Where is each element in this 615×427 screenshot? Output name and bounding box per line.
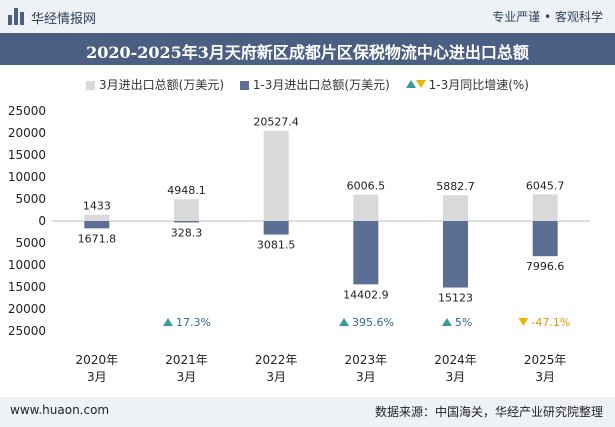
growth-up-marker	[441, 318, 452, 326]
y-tick-label: 15000	[8, 280, 46, 294]
footer-bar: www.huaon.com 数据来源：中国海关，华经产业研究院整理	[0, 397, 615, 427]
legend-item-growth: 1-3月同比增速(%)	[405, 76, 529, 93]
x-category-month: 3月	[266, 370, 286, 384]
bar-march-total	[263, 130, 289, 221]
value-label-march: 6045.7	[526, 179, 565, 192]
value-label-ytd: 7996.6	[526, 260, 565, 273]
bar-march-total	[532, 194, 558, 221]
bar-march-total	[84, 214, 110, 221]
y-tick-label: 25000	[8, 324, 46, 338]
bar-ytd-total	[84, 221, 110, 229]
legend-label-growth: 1-3月同比增速(%)	[428, 78, 529, 92]
x-category-year: 2022年	[255, 353, 298, 367]
growth-label: 395.6%	[352, 316, 394, 329]
value-label-ytd: 14402.9	[343, 288, 389, 301]
bar-ytd-total	[532, 221, 558, 257]
x-category-month: 3月	[356, 370, 376, 384]
bar-ytd-total	[353, 221, 379, 285]
bar-ytd-total	[443, 221, 468, 288]
x-category-month: 3月	[87, 370, 107, 384]
legend-label-ytd: 1-3月进出口总额(万美元)	[252, 78, 390, 92]
value-label-march: 5882.7	[436, 180, 475, 193]
value-label-march: 20527.4	[253, 116, 299, 129]
bar-ytd-total	[263, 221, 289, 235]
value-label-march: 4948.1	[167, 184, 206, 197]
growth-up-marker	[339, 318, 350, 326]
triangle-down-icon	[415, 80, 426, 88]
footer-url: www.huaon.com	[10, 403, 110, 417]
y-tick-label: 15000	[8, 148, 46, 162]
y-tick-label: 20000	[8, 302, 46, 316]
x-category-month: 3月	[535, 370, 555, 384]
x-category-year: 2020年	[76, 353, 119, 367]
footer-source: 数据来源：中国海关，华经产业研究院整理	[374, 405, 603, 419]
value-label-ytd: 328.3	[171, 226, 203, 239]
top-bar: 华经情报网 专业严谨 • 客观科学	[0, 0, 615, 33]
y-tick-label: 10000	[8, 170, 46, 184]
value-label-ytd: 1671.8	[78, 232, 117, 245]
x-category-year: 2025年	[524, 353, 567, 367]
site-name: 华经情报网	[31, 12, 97, 27]
value-label-ytd: 15123	[438, 292, 473, 305]
growth-up-marker	[163, 318, 173, 326]
growth-label: 5%	[455, 316, 472, 329]
bar-march-total	[443, 195, 468, 221]
legend-item-march: 3月进出口总额(万美元)	[86, 76, 224, 93]
x-category-month: 3月	[446, 370, 466, 384]
chart-legend: 3月进出口总额(万美元) 1-3月进出口总额(万美元) 1-3月同比增速(%)	[0, 76, 615, 93]
x-category-year: 2021年	[165, 353, 208, 367]
y-tick-label: 10000	[8, 258, 46, 272]
legend-item-ytd: 1-3月进出口总额(万美元)	[239, 76, 390, 93]
bar-ytd-total	[174, 221, 199, 223]
chart-title: 2020-2025年3月天府新区成都片区保税物流中心进出口总额	[86, 43, 529, 62]
y-tick-label: 20000	[8, 126, 46, 140]
y-tick-label: 5000	[15, 192, 46, 206]
legend-label-march: 3月进出口总额(万美元)	[99, 78, 224, 92]
growth-label: 17.3%	[176, 316, 211, 329]
y-tick-label: 0	[38, 214, 46, 228]
growth-label: -47.1%	[531, 316, 570, 329]
x-category-year: 2024年	[434, 353, 477, 367]
bar-chart-logo-icon	[8, 8, 25, 25]
value-label-march: 1433	[83, 200, 111, 213]
x-category-year: 2023年	[345, 353, 388, 367]
bar-chart: 25000 20000 15000 10000 5000 0 5000 10000 15000 2…	[8, 104, 590, 384]
triangle-up-icon	[405, 80, 416, 88]
site-tagline: 专业严谨 • 客观科学	[492, 10, 603, 24]
x-category-month: 3月	[177, 370, 197, 384]
bar-march-total	[174, 199, 199, 221]
y-tick-label: 25000	[8, 104, 46, 118]
bar-march-total	[353, 194, 379, 221]
growth-down-marker	[518, 318, 529, 326]
value-label-ytd: 3081.5	[257, 239, 296, 252]
y-tick-label: 5000	[15, 236, 46, 250]
value-label-march: 6006.5	[347, 180, 386, 193]
title-band: 2020-2025年3月天府新区成都片区保税物流中心进出口总额	[0, 33, 615, 65]
legend-swatch-blue-icon	[239, 81, 249, 90]
legend-swatch-gray-icon	[86, 81, 95, 90]
